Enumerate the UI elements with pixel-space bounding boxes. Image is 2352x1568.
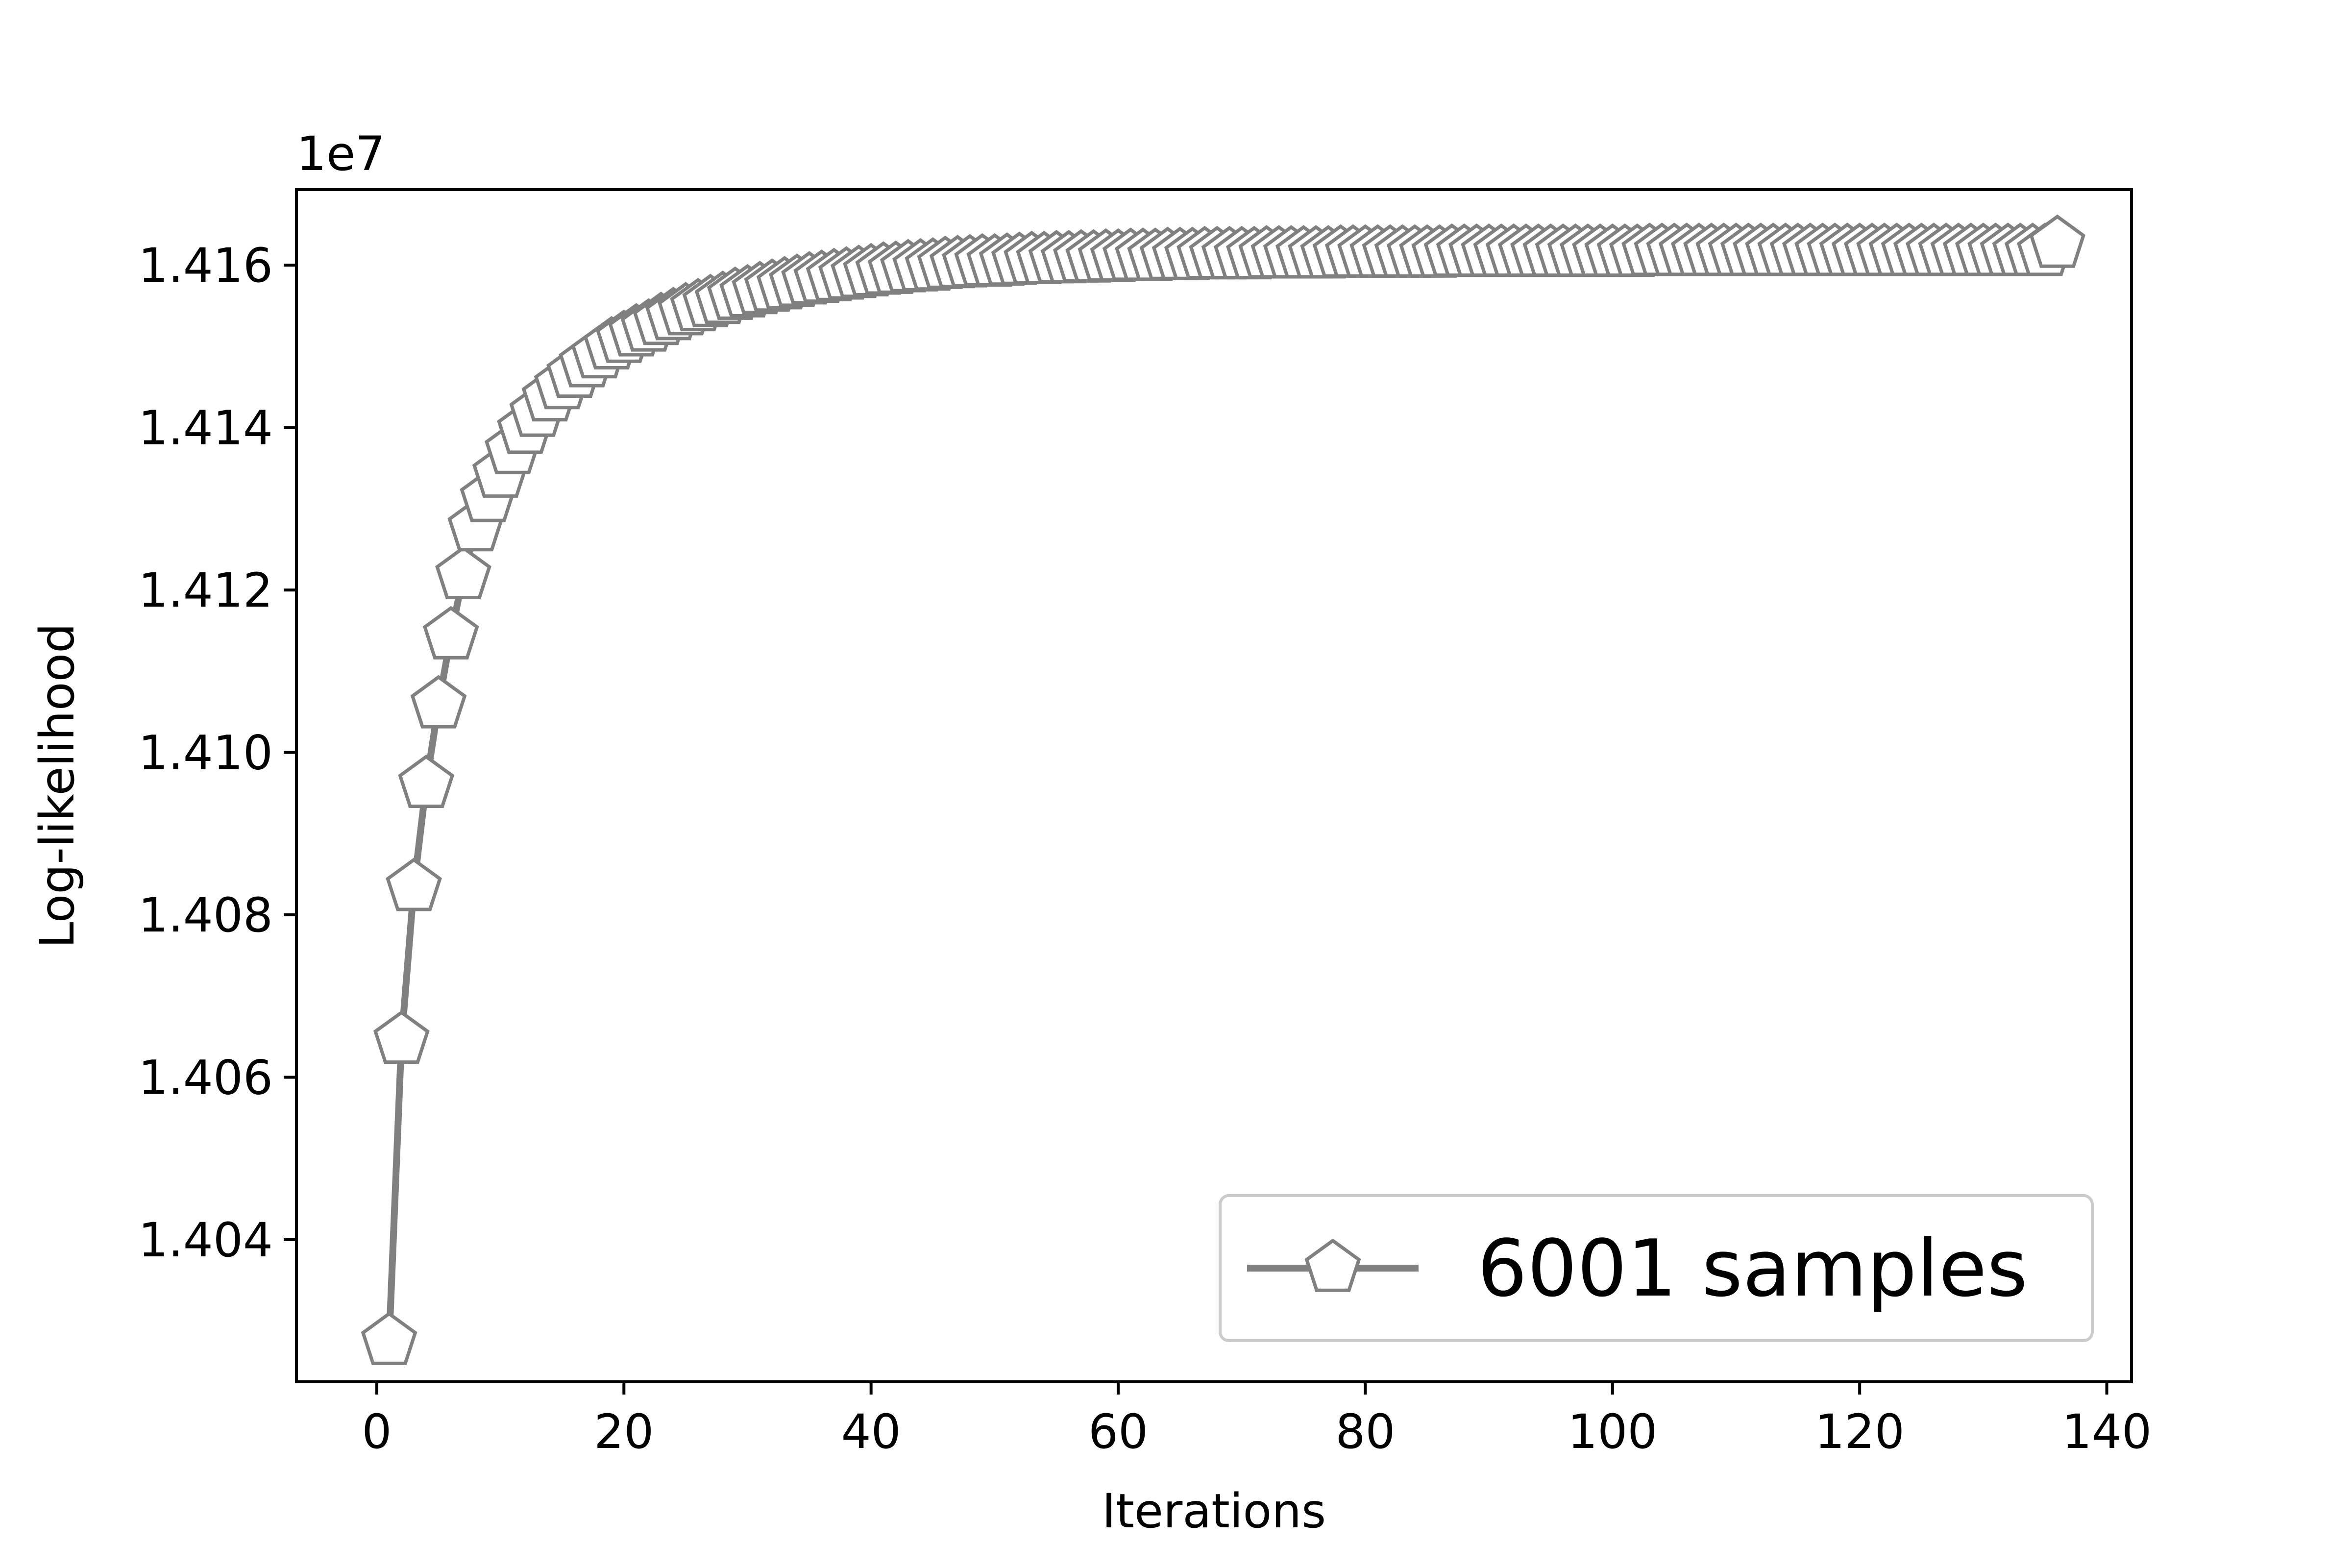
x-tick-label: 0 — [362, 1404, 392, 1459]
y-tick-label: 1.416 — [138, 238, 273, 293]
y-tick-label: 1.412 — [138, 563, 273, 618]
x-tick-label: 40 — [841, 1404, 901, 1459]
legend-marker — [1304, 1238, 1361, 1292]
x-tick-label: 100 — [1568, 1404, 1657, 1459]
data-point — [373, 1010, 430, 1064]
data-point — [2029, 214, 2086, 268]
x-tick-label: 120 — [1815, 1404, 1905, 1459]
series-group — [361, 214, 2086, 1365]
y-tick-label: 1.406 — [138, 1050, 273, 1105]
data-point — [410, 675, 467, 729]
data-point — [422, 606, 479, 660]
x-tick-label: 140 — [2062, 1404, 2152, 1459]
y-tick-label: 1.404 — [138, 1213, 273, 1268]
y-tick-label: 1.408 — [138, 888, 273, 943]
plot-area — [361, 214, 2086, 1365]
x-tick-label: 20 — [594, 1404, 654, 1459]
data-point — [435, 545, 491, 599]
y-offset-label: 1e7 — [296, 126, 385, 181]
axes-frame — [295, 188, 2133, 1383]
data-point — [398, 754, 455, 808]
data-point — [386, 858, 442, 911]
legend-box — [1219, 1194, 2094, 1342]
data-point — [361, 1311, 417, 1365]
x-axis-label: Iterations — [1102, 1484, 1326, 1539]
y-axis-label: Log-likelihood — [30, 623, 85, 948]
y-tick-label: 1.414 — [138, 401, 273, 456]
axes: 0 20 40 60 80 100 120 140 1.404 1.406 1.408 1.410 1.… — [30, 126, 2152, 1539]
y-tick-label: 1.410 — [138, 726, 273, 781]
x-tick-label: 60 — [1088, 1404, 1148, 1459]
x-tick-label: 80 — [1335, 1404, 1395, 1459]
legend-label: 6001 samples — [1477, 1223, 2028, 1314]
legend: 6001 samples — [1219, 1194, 2094, 1342]
